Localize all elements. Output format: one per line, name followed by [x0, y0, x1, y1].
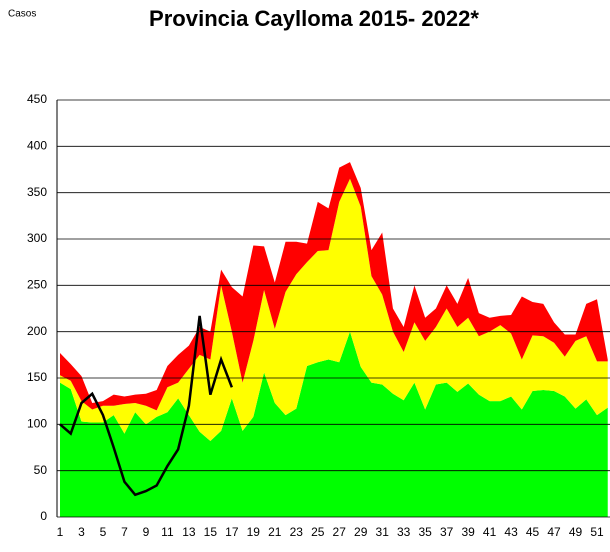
y-tick-label: 200	[27, 324, 47, 338]
x-tick-label: 23	[290, 525, 304, 539]
x-tick-label: 25	[311, 525, 325, 539]
line	[59, 315, 234, 497]
y-tick-label: 100	[27, 417, 47, 431]
x-tick-label: 7	[121, 525, 128, 539]
area	[60, 178, 608, 442]
x-tick-label: 45	[526, 525, 540, 539]
x-tick-label: 9	[143, 525, 150, 539]
y-tick-label: 350	[27, 185, 47, 199]
y-tick-label: 300	[27, 231, 47, 245]
x-tick-label: 11	[161, 525, 174, 539]
x-tick-label: 37	[440, 525, 454, 539]
y-axis-label: Casos	[8, 9, 36, 20]
x-tick-label: 27	[333, 525, 347, 539]
x-tick-label: 39	[461, 525, 475, 539]
x-tick-label: 21	[268, 525, 282, 539]
y-tick-label: 0	[40, 509, 47, 523]
x-tick-label: 3	[78, 525, 85, 539]
x-tick-label: 41	[483, 525, 497, 539]
y-tick-label: 400	[27, 139, 47, 153]
y-tick-label: 50	[34, 463, 48, 477]
x-tick-label: 15	[204, 525, 218, 539]
x-tick-label: 35	[418, 525, 432, 539]
x-tick-label: 17	[225, 525, 239, 539]
x-tick-label: 29	[354, 525, 368, 539]
y-tick-label: 450	[27, 92, 47, 106]
y-tick-label: 150	[27, 370, 47, 384]
x-tick-label: 19	[247, 525, 261, 539]
x-tick-label: 43	[504, 525, 518, 539]
chart-title: Provincia Caylloma 2015- 2022*	[149, 6, 479, 31]
x-tick-label: 49	[569, 525, 583, 539]
x-tick-label: 51	[590, 525, 604, 539]
x-tick-label: 1	[57, 525, 64, 539]
x-tick-label: 33	[397, 525, 411, 539]
x-tick-label: 47	[547, 525, 561, 539]
x-tick-label: 13	[182, 525, 196, 539]
y-tick-label: 250	[27, 278, 47, 292]
x-tick-label: 31	[376, 525, 390, 539]
x-tick-label: 5	[100, 525, 107, 539]
